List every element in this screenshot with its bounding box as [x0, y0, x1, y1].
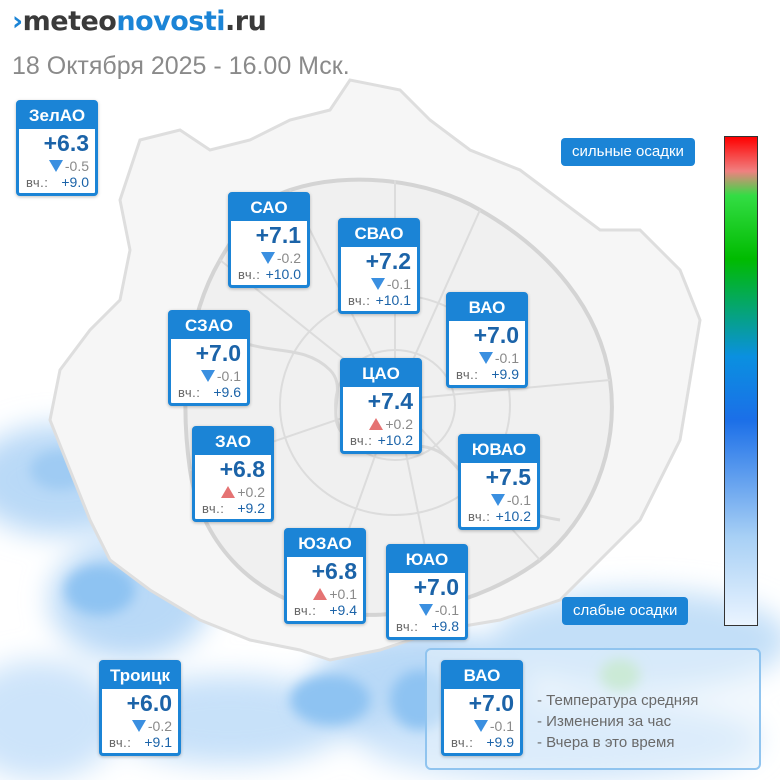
yesterday-label: вч.: [202, 501, 225, 516]
yesterday-value: +10.1 [375, 292, 411, 308]
district-card-cao[interactable]: ЦАО +7.4 +0.2 вч.: +10.2 [340, 358, 422, 454]
hour-change: -0.5 [48, 158, 89, 174]
triangle-down-icon [48, 160, 63, 172]
district-name: ЗелАО [19, 103, 95, 129]
hour-change: -0.1 [370, 276, 411, 292]
yesterday-label: вч.: [109, 735, 132, 750]
district-name: ЗАО [195, 429, 271, 455]
avg-temperature: +7.2 [365, 248, 411, 274]
district-name: ЮАО [389, 547, 465, 573]
district-card-szao[interactable]: СЗАО +7.0 -0.1 вч.: +9.6 [168, 310, 250, 406]
district-name: ВАО [449, 295, 525, 321]
district-card-sao[interactable]: САО +7.1 -0.2 вч.: +10.0 [228, 192, 310, 288]
hour-change: -0.1 [418, 602, 459, 618]
district-card-yuvao[interactable]: ЮВАО +7.5 -0.1 вч.: +10.2 [458, 434, 540, 530]
hour-change: -0.1 [200, 368, 241, 384]
site-logo[interactable]: ›meteonovosti.ru [12, 6, 267, 37]
yesterday-value: +9.0 [61, 174, 89, 190]
yesterday-label: вч.: [178, 385, 201, 400]
avg-temperature: +6.3 [43, 130, 89, 156]
yesterday-value: +9.4 [329, 602, 357, 618]
light-precip-label: слабые осадки [562, 597, 689, 625]
legend-line-avg-temp: - Температура средняя [537, 692, 699, 709]
triangle-down-icon [490, 494, 505, 506]
yesterday-label: вч.: [396, 619, 419, 634]
triangle-up-icon [369, 418, 384, 430]
heavy-precip-label: сильные осадки [561, 138, 695, 166]
yesterday-value: +9.9 [486, 734, 514, 750]
triangle-down-icon [473, 720, 488, 732]
avg-temperature: +6.8 [219, 456, 265, 482]
legend-line-hour-change: - Изменения за час [537, 713, 672, 730]
avg-temperature: +7.0 [473, 322, 519, 348]
triangle-up-icon [221, 486, 236, 498]
avg-temperature: +7.0 [413, 574, 459, 600]
avg-temperature: +7.1 [255, 222, 301, 248]
hour-change: -0.1 [490, 492, 531, 508]
legend-line-yesterday: - Вчера в это время [537, 734, 675, 751]
yesterday-label: вч.: [350, 433, 373, 448]
hour-change: -0.2 [260, 250, 301, 266]
district-name: СЗАО [171, 313, 247, 339]
district-card-svao[interactable]: СВАО +7.2 -0.1 вч.: +10.1 [338, 218, 420, 314]
legend-example-card: ВАО +7.0 -0.1 вч.: +9.9 [441, 660, 523, 756]
hour-change: +0.1 [313, 586, 357, 602]
triangle-down-icon [260, 252, 275, 264]
avg-temperature: +7.0 [195, 340, 241, 366]
district-card-troitsk[interactable]: Троицк +6.0 -0.2 вч.: +9.1 [99, 660, 181, 756]
avg-temperature: +6.0 [126, 690, 172, 716]
date-time-title: 18 Октября 2025 - 16.00 Мск. [12, 52, 350, 80]
triangle-down-icon [478, 352, 493, 364]
district-name: СВАО [341, 221, 417, 247]
triangle-down-icon [418, 604, 433, 616]
yesterday-value: +9.1 [144, 734, 172, 750]
yesterday-label: вч.: [294, 603, 317, 618]
district-name: ВАО [444, 663, 520, 689]
yesterday-value: +9.9 [491, 366, 519, 382]
district-card-yuzao[interactable]: ЮЗАО +6.8 +0.1 вч.: +9.4 [284, 528, 366, 624]
triangle-down-icon [131, 720, 146, 732]
hour-change: +0.2 [369, 416, 413, 432]
yesterday-label: вч.: [468, 509, 491, 524]
triangle-up-icon [313, 588, 328, 600]
triangle-down-icon [370, 278, 385, 290]
triangle-down-icon [200, 370, 215, 382]
district-card-yuao[interactable]: ЮАО +7.0 -0.1 вч.: +9.8 [386, 544, 468, 640]
district-name: ЮЗАО [287, 531, 363, 557]
yesterday-label: вч.: [238, 267, 261, 282]
district-card-vao[interactable]: ВАО +7.0 -0.1 вч.: +9.9 [446, 292, 528, 388]
yesterday-label: вч.: [451, 735, 474, 750]
yesterday-label: вч.: [26, 175, 49, 190]
yesterday-value: +9.8 [431, 618, 459, 634]
avg-temperature: +7.5 [485, 464, 531, 490]
precipitation-color-scale [724, 136, 758, 626]
hour-change: -0.2 [131, 718, 172, 734]
district-name: ЮВАО [461, 437, 537, 463]
avg-temperature: +7.0 [468, 690, 514, 716]
yesterday-value: +9.2 [237, 500, 265, 516]
yesterday-value: +10.2 [377, 432, 413, 448]
district-card-zelao[interactable]: ЗелАО +6.3 -0.5 вч.: +9.0 [16, 100, 98, 196]
yesterday-value: +10.0 [265, 266, 301, 282]
hour-change: -0.1 [478, 350, 519, 366]
district-name: САО [231, 195, 307, 221]
yesterday-label: вч.: [456, 367, 479, 382]
avg-temperature: +6.8 [311, 558, 357, 584]
yesterday-value: +10.2 [495, 508, 531, 524]
legend-box: ВАО +7.0 -0.1 вч.: +9.9 - Температура ср… [425, 648, 761, 770]
district-name: Троицк [102, 663, 178, 689]
hour-change: +0.2 [221, 484, 265, 500]
yesterday-label: вч.: [348, 293, 371, 308]
hour-change: -0.1 [473, 718, 514, 734]
avg-temperature: +7.4 [367, 388, 413, 414]
district-name: ЦАО [343, 361, 419, 387]
yesterday-value: +9.6 [213, 384, 241, 400]
district-card-zao[interactable]: ЗАО +6.8 +0.2 вч.: +9.2 [192, 426, 274, 522]
